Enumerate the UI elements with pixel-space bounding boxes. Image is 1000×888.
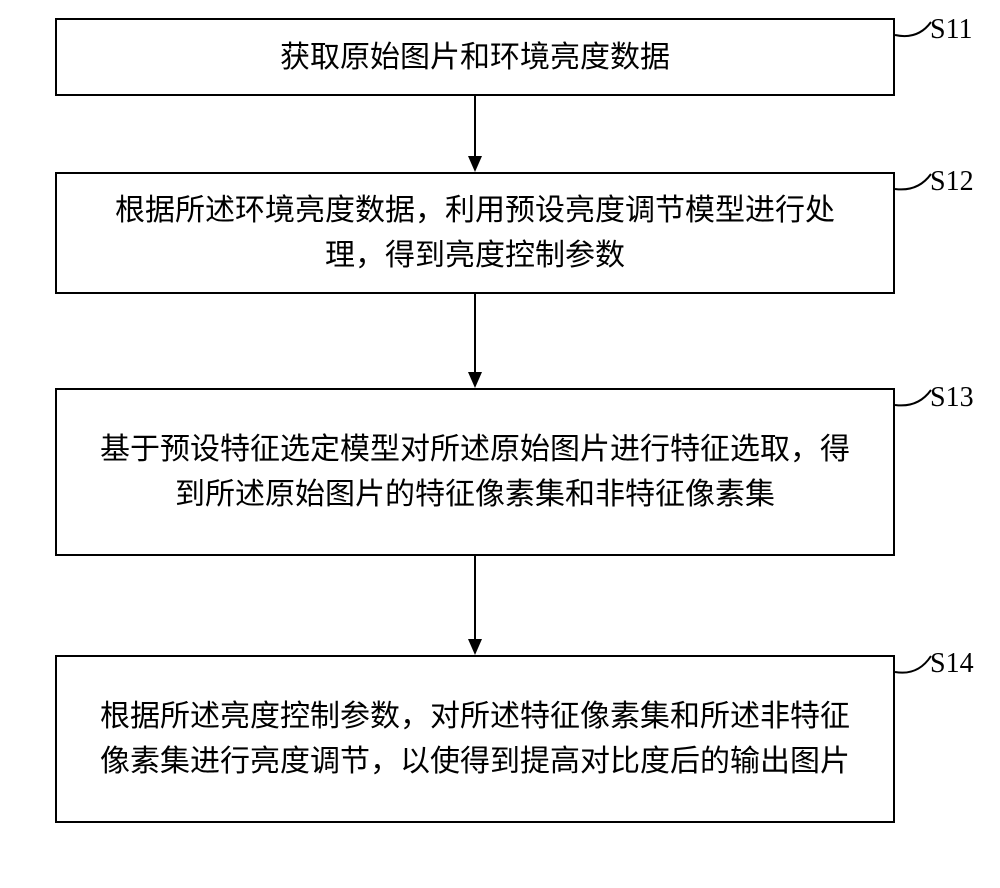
- flow-node-text: 根据所述亮度控制参数，对所述特征像素集和所述非特征像素集进行亮度调节，以使得到提…: [87, 694, 863, 784]
- step-label-s14: S14: [930, 648, 974, 680]
- flow-node-n1: 获取原始图片和环境亮度数据: [55, 18, 895, 96]
- step-label-s12: S12: [930, 166, 974, 198]
- flow-node-n2: 根据所述环境亮度数据，利用预设亮度调节模型进行处理，得到亮度控制参数: [55, 172, 895, 294]
- flow-node-text: 基于预设特征选定模型对所述原始图片进行特征选取，得到所述原始图片的特征像素集和非…: [87, 427, 863, 517]
- flow-node-n4: 根据所述亮度控制参数，对所述特征像素集和所述非特征像素集进行亮度调节，以使得到提…: [55, 655, 895, 823]
- step-label-s13: S13: [930, 382, 974, 414]
- flow-node-text: 根据所述环境亮度数据，利用预设亮度调节模型进行处理，得到亮度控制参数: [87, 188, 863, 278]
- step-label-s11: S11: [930, 14, 973, 46]
- flow-node-n3: 基于预设特征选定模型对所述原始图片进行特征选取，得到所述原始图片的特征像素集和非…: [55, 388, 895, 556]
- flow-node-text: 获取原始图片和环境亮度数据: [87, 35, 863, 80]
